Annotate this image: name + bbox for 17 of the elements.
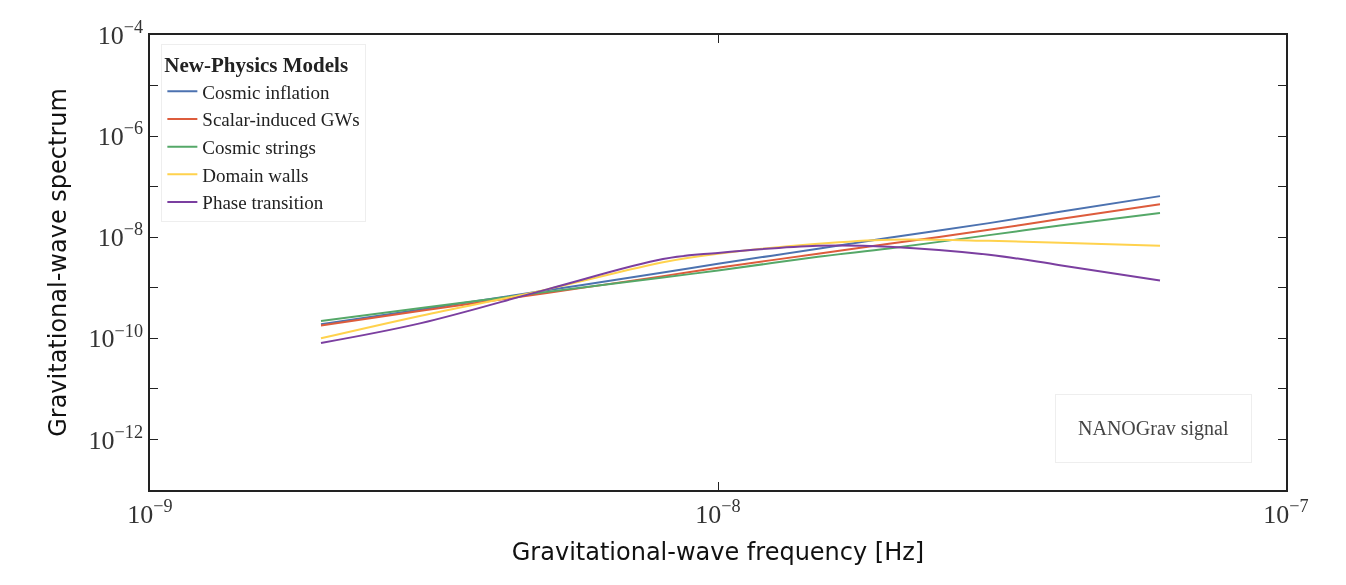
annotation: NANOGrav signal bbox=[1078, 417, 1229, 440]
x-axis-title: Gravitational-wave frequency [Hz] bbox=[511, 537, 925, 566]
y-tick-label: 10$^{−10}$ bbox=[88, 320, 144, 354]
legend-label: Cosmic strings bbox=[202, 137, 316, 159]
legend-label: Phase transition bbox=[202, 192, 324, 214]
y-tick-label: 10$^{−8}$ bbox=[97, 219, 144, 253]
x-tick-label: 10$^{−7}$ bbox=[1263, 496, 1309, 529]
y-tick-label: 10$^{−12}$ bbox=[88, 421, 144, 455]
y-tick-label: 10$^{−6}$ bbox=[97, 118, 144, 152]
x-tick-label: 10$^{−8}$ bbox=[695, 496, 741, 529]
y-tick-label: 10$^{−4}$ bbox=[97, 17, 144, 51]
legend-title: New-Physics Models bbox=[164, 53, 349, 78]
legend-label: Domain walls bbox=[202, 164, 309, 186]
legend-label: Scalar-induced GWs bbox=[202, 109, 360, 131]
legend-label: Cosmic inflation bbox=[202, 81, 331, 103]
x-tick-label: 10$^{−9}$ bbox=[127, 496, 173, 529]
y-axis-title: Gravitational-wave spectrum bbox=[44, 88, 73, 437]
